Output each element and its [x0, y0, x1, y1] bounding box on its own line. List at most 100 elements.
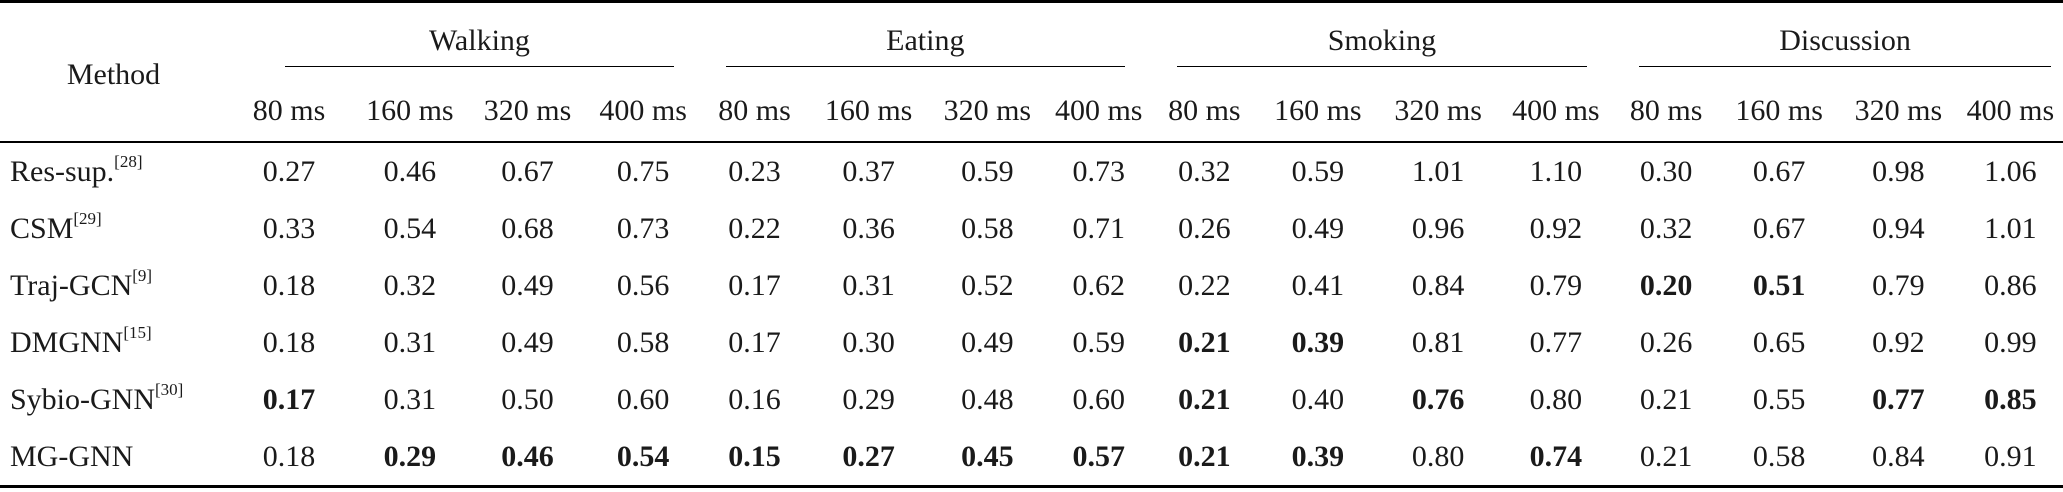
horizon-header: 160 ms	[1735, 94, 1823, 127]
value-cell: 1.10	[1498, 141, 1614, 200]
value-cell: 0.17	[728, 325, 781, 359]
value-cell: 0.57	[1072, 439, 1125, 473]
value-cell: 0.41	[1291, 268, 1345, 302]
bottom-rule	[0, 485, 2063, 489]
table-row: CSM[29] 0.33 0.54 0.68 0.73 0.22 0.36 0.58 0.71 0…	[0, 200, 2063, 257]
method-cell: Res-sup.[28]	[0, 141, 227, 200]
value-cell: 0.67	[468, 141, 587, 200]
value-cell: 0.16	[728, 382, 781, 416]
value-cell: 0.39	[1291, 325, 1345, 359]
value-cell: 0.80	[1529, 382, 1583, 416]
value-cell: 0.54	[616, 439, 670, 473]
value-cell: 0.58	[1752, 439, 1806, 473]
method-name: Traj-GCN	[10, 268, 133, 302]
value-cell: 0.49	[961, 325, 1014, 359]
horizon-header: 80 ms	[252, 94, 326, 127]
value-cell: 0.23	[699, 141, 810, 200]
value-cell: 0.31	[383, 325, 437, 359]
value-cell: 0.60	[616, 382, 670, 416]
table-row: Res-sup.[28] 0.27 0.46 0.67 0.75 0.23 0.37 0.59…	[0, 141, 2063, 200]
group-header-discussion: Discussion	[1613, 3, 2063, 81]
value-cell: 0.30	[842, 325, 895, 359]
value-cell: 0.26	[1178, 211, 1231, 245]
horizon-header: 80 ms	[1168, 94, 1241, 127]
value-cell: 0.32	[1639, 211, 1693, 245]
value-cell: 0.77	[1872, 382, 1925, 416]
value-cell: 1.01	[1984, 211, 2037, 245]
value-cell: 0.96	[1411, 211, 1465, 245]
value-cell: 0.92	[1872, 325, 1925, 359]
value-cell: 0.74	[1529, 439, 1583, 473]
method-cell: Sybio-GNN[30]	[0, 371, 227, 428]
value-cell: 0.27	[227, 141, 351, 200]
horizon-header: 400 ms	[1054, 94, 1143, 127]
value-cell: 0.22	[728, 211, 781, 245]
value-cell: 0.98	[1839, 141, 1958, 200]
value-cell: 0.29	[383, 439, 437, 473]
top-rule	[0, 0, 2063, 4]
value-cell: 0.67	[1719, 141, 1840, 200]
value-cell: 0.32	[1150, 141, 1258, 200]
value-cell: 0.60	[1072, 382, 1125, 416]
value-cell: 0.32	[383, 268, 437, 302]
value-cell: 0.84	[1872, 439, 1925, 473]
value-cell: 0.46	[351, 141, 469, 200]
group-header-eating: Eating	[700, 3, 1151, 81]
group-label: Smoking	[1176, 24, 1588, 67]
value-cell: 0.39	[1291, 439, 1345, 473]
value-cell: 0.18	[262, 325, 316, 359]
value-cell: 0.91	[1984, 439, 2037, 473]
value-cell: 0.84	[1411, 268, 1465, 302]
value-cell: 0.21	[1639, 439, 1693, 473]
value-cell: 0.79	[1529, 268, 1583, 302]
value-cell: 0.68	[501, 211, 554, 245]
horizon-header: 160 ms	[366, 94, 454, 127]
value-cell: 0.22	[1178, 268, 1231, 302]
value-cell: 1.01	[1377, 141, 1499, 200]
method-cell: Traj-GCN[9]	[0, 257, 227, 314]
horizon-header: 400 ms	[1966, 94, 2055, 127]
method-cell: MG-GNN	[0, 428, 227, 487]
group-label: Discussion	[1639, 24, 2051, 67]
value-cell: 0.79	[1872, 268, 1925, 302]
value-cell: 0.65	[1752, 325, 1806, 359]
citation-ref: [15]	[123, 322, 152, 342]
value-cell: 0.58	[961, 211, 1014, 245]
group-header-smoking: Smoking	[1151, 3, 1613, 81]
value-cell: 0.30	[1613, 141, 1720, 200]
group-header-row: Method Walking Eating Smoking Discussion	[0, 3, 2063, 91]
value-cell: 0.33	[262, 211, 316, 245]
value-cell: 0.49	[501, 325, 554, 359]
value-cell: 0.59	[1257, 141, 1378, 200]
horizon-header: 320 ms	[1854, 94, 1943, 127]
value-cell: 0.26	[1639, 325, 1693, 359]
value-cell: 0.37	[809, 141, 928, 200]
horizon-header: 320 ms	[1394, 94, 1482, 127]
horizon-header: 160 ms	[1274, 94, 1362, 127]
table-row: DMGNN[15] 0.18 0.31 0.49 0.58 0.17 0.30 0.49 0.5…	[0, 314, 2063, 371]
value-cell: 0.29	[842, 382, 895, 416]
value-cell: 0.17	[262, 382, 316, 416]
horizon-header: 320 ms	[483, 94, 572, 127]
value-cell: 0.36	[842, 211, 895, 245]
method-name: Res-sup.	[10, 154, 115, 188]
value-cell: 0.73	[616, 211, 670, 245]
value-cell: 0.75	[586, 141, 700, 200]
value-cell: 0.56	[616, 268, 670, 302]
value-cell: 0.50	[501, 382, 554, 416]
value-cell: 0.71	[1072, 211, 1125, 245]
value-cell: 0.80	[1411, 439, 1465, 473]
value-cell: 0.55	[1752, 382, 1806, 416]
value-cell: 0.73	[1046, 141, 1151, 200]
value-cell: 0.62	[1072, 268, 1125, 302]
value-cell: 0.21	[1178, 325, 1231, 359]
method-name: MG-GNN	[10, 439, 134, 473]
method-name: Sybio-GNN	[10, 382, 156, 416]
value-cell: 0.18	[262, 268, 316, 302]
citation-ref: [29]	[73, 208, 102, 228]
value-cell: 0.49	[1291, 211, 1345, 245]
horizon-header: 320 ms	[943, 94, 1032, 127]
value-cell: 0.52	[961, 268, 1014, 302]
value-cell: 1.06	[1957, 141, 2063, 200]
value-cell: 0.51	[1752, 268, 1806, 302]
